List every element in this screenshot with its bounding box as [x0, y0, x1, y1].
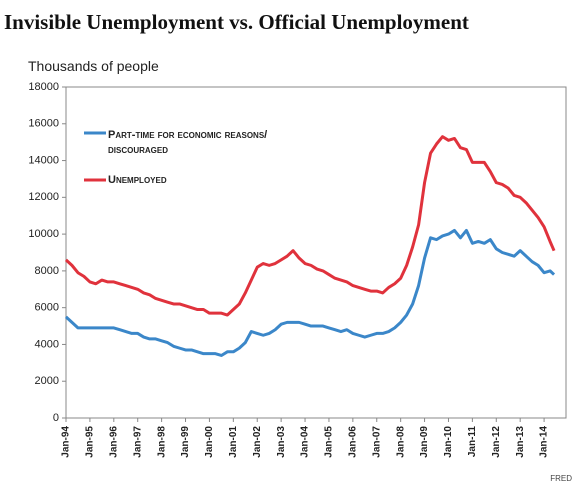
x-tick-label: Jan-06 — [347, 426, 358, 458]
y-tick-label: 18000 — [28, 81, 59, 93]
x-tick-label: Jan-14 — [539, 426, 550, 458]
y-tick-label: 0 — [53, 412, 59, 424]
x-tick-label: Jan-03 — [276, 426, 287, 458]
y-tick-label: 8000 — [35, 265, 59, 277]
x-tick-label: Jan-02 — [252, 426, 263, 458]
legend-label: Unemployed — [108, 174, 167, 186]
x-tick-label: Jan-99 — [180, 426, 191, 458]
x-tick-label: Jan-98 — [156, 426, 167, 458]
legend-label: Part-time for economic reasons/ discoura… — [108, 129, 268, 156]
y-tick-label: 10000 — [28, 228, 59, 240]
x-tick-label: Jan-04 — [300, 426, 311, 458]
series-line — [64, 135, 556, 317]
x-tick-label: Jan-13 — [515, 426, 526, 458]
x-tick-label: Jan-08 — [395, 426, 406, 458]
y-tick-label: 4000 — [35, 338, 59, 350]
x-tick-label: Jan-10 — [443, 426, 454, 458]
source: FRED — [550, 474, 572, 483]
x-tick-label: Jan-00 — [204, 426, 215, 458]
x-tick-label: Jan-09 — [419, 426, 430, 458]
x-tick-label: Jan-97 — [132, 426, 143, 458]
y-tick-label: 2000 — [35, 375, 59, 387]
y-tick-label: 6000 — [35, 302, 59, 314]
series-line — [64, 228, 556, 357]
y-tick-label: 14000 — [28, 154, 59, 166]
x-tick-label: Jan-07 — [371, 426, 382, 458]
x-tick-label: Jan-05 — [324, 426, 335, 458]
x-tick-label: Jan-95 — [85, 426, 96, 458]
x-tick-label: Jan-12 — [491, 426, 502, 458]
x-tick-label: Jan-01 — [228, 426, 239, 458]
y-axis-label: Thousands of people — [28, 58, 159, 74]
x-tick-label: Jan-96 — [108, 426, 119, 458]
y-tick-label: 16000 — [28, 118, 59, 130]
plot-frame — [65, 86, 567, 419]
x-tick-label: Jan-11 — [467, 426, 478, 458]
chart-title: Invisible Unemployment vs. Official Unem… — [4, 10, 469, 34]
y-tick-label: 12000 — [28, 191, 59, 203]
x-tick-label: Jan-94 — [61, 426, 72, 458]
